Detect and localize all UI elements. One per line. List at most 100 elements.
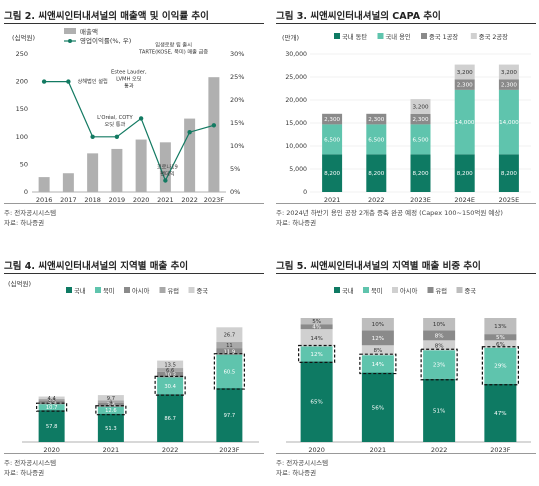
margin-point	[114, 134, 120, 139]
source-note: 주: 전자공시시스템	[276, 459, 329, 467]
margin-point	[163, 178, 168, 183]
capa-bar-segment	[410, 113, 431, 125]
data-label: 6,500	[368, 137, 384, 143]
title-rule	[4, 273, 264, 274]
legend-swatch	[159, 287, 166, 293]
legend-marker-margin	[68, 39, 72, 43]
revenue-bar	[62, 173, 74, 192]
data-label: 2,300	[324, 117, 340, 123]
share-bar-segment	[300, 324, 333, 330]
data-label: 26.7	[224, 333, 236, 339]
regional-share-chart: 65%12%14%4%5%202056%14%8%12%10%202151%23…	[286, 286, 531, 454]
share-bar-segment	[423, 378, 456, 442]
x-tick-label: 2019	[109, 196, 126, 204]
y-tick-label: 20,000	[285, 97, 307, 104]
source-credit: 자료: 하나증권	[4, 469, 45, 477]
revenue-bar	[38, 177, 50, 192]
legend-label: 중국	[465, 287, 477, 295]
y-tick-label: 250	[16, 50, 28, 58]
footer-rule	[4, 203, 264, 204]
data-label: 14,000	[455, 120, 475, 126]
region-bar-segment	[216, 388, 243, 442]
y-tick-label: 25,000	[285, 74, 307, 81]
data-label: 8,200	[412, 171, 428, 177]
region-bar-segment	[38, 396, 65, 399]
legend-label: 국내	[342, 286, 354, 295]
y-tick-label: 150	[16, 105, 28, 113]
data-label: 6,500	[412, 137, 428, 143]
legend-label: 영업이익률(%, 우)	[80, 36, 131, 45]
data-label: 3,200	[412, 104, 428, 110]
annotation-text: 통과	[124, 81, 134, 89]
capa-chart: (만개) 0 5,000 10,000 15,000 20,000 25,000 30,000…	[282, 32, 531, 204]
title-rule	[276, 273, 536, 274]
y-tick-label: 15,000	[285, 120, 307, 127]
highlight-box	[481, 346, 519, 386]
data-label: 51.3	[105, 426, 117, 432]
share-bar-segment	[361, 345, 394, 356]
y-tick-label: 5,000	[289, 166, 307, 173]
share-bar-segment	[484, 383, 517, 442]
annotation-text: 코로나19	[157, 162, 178, 170]
data-label: 86.7	[164, 416, 176, 422]
share-bar-segment	[484, 334, 517, 341]
legend-swatch	[421, 33, 427, 39]
y-tick-label: 50	[20, 160, 28, 168]
x-tick-label: 2023F	[204, 196, 225, 204]
legend-swatch	[124, 287, 130, 293]
y2-tick-label: 0%	[230, 188, 240, 196]
revenue-bar	[135, 139, 147, 192]
data-label: 10.7	[46, 405, 58, 411]
legend-swatch	[188, 287, 195, 293]
highlight-box	[359, 353, 397, 375]
annotation-text: L'Oréal, COTY	[97, 114, 133, 121]
source-note: 주: 전자공시시스템	[4, 459, 57, 467]
data-label: 2.5	[48, 398, 56, 404]
region-bar-segment	[97, 413, 124, 442]
margin-line	[44, 80, 215, 182]
margin-point	[211, 123, 217, 128]
highlight-box	[213, 353, 245, 390]
revenue-bar	[111, 148, 123, 192]
y2-tick-label: 5%	[230, 165, 240, 173]
footer-rule	[276, 453, 536, 454]
highlight-box	[298, 344, 336, 363]
revenue-bar	[159, 142, 171, 192]
margin-point	[90, 134, 95, 139]
revenue-margin-chart: (십억원) 0 50 100 150 200 250 0% 5% 10% 15% 20% 25% 30% 2…	[12, 27, 244, 204]
legend-label: 중국 1공장	[429, 32, 458, 41]
annotation-text: TARTE(KOSE, 북미) 매출 급증	[138, 47, 208, 55]
share-bar-segment	[361, 355, 394, 373]
data-label: 14%	[372, 362, 384, 368]
share-bar-segment	[300, 346, 333, 362]
data-label: 10.3	[164, 373, 176, 379]
margin-point	[138, 116, 144, 121]
y-axis-label: (십억원)	[8, 279, 31, 288]
share-bar-segment	[423, 350, 456, 379]
region-bar-segment	[38, 398, 65, 401]
data-label: 12.6	[105, 408, 117, 414]
capa-bar-segment	[498, 154, 519, 192]
x-tick-label: 2021	[370, 446, 387, 454]
x-tick-label: 2025E	[499, 196, 520, 204]
share-bar-segment	[484, 318, 517, 335]
region-bar-segment	[157, 368, 184, 372]
data-label: 10%	[372, 322, 384, 328]
share-bar-segment	[361, 318, 394, 331]
y2-tick-label: 30%	[230, 50, 244, 58]
data-label: 8,200	[324, 171, 340, 177]
x-tick-label: 2021	[324, 196, 341, 204]
capa-bar-segment	[322, 124, 343, 155]
share-bar-segment	[300, 329, 333, 347]
x-tick-label: 2016	[36, 196, 53, 204]
legend-label: 매출액	[80, 27, 98, 36]
share-bar-segment	[484, 340, 517, 348]
panel-regional-revenue: 그림 4. 씨앤씨인터내셔널의 지역별 매출 추이 (십억원) 57.8 10.7 6…	[4, 254, 264, 486]
legend-swatch	[334, 33, 340, 39]
panel-capa: 그림 3. 씨앤씨인터내셔널의 CAPA 추이 (만개) 0 5,000 10,000…	[276, 4, 536, 236]
revenue-bar	[184, 118, 196, 192]
capa-bar-segment	[322, 113, 343, 125]
data-label: 6%	[496, 342, 505, 348]
data-label: 14%	[310, 336, 322, 342]
legend-label: 유럽	[436, 286, 448, 295]
